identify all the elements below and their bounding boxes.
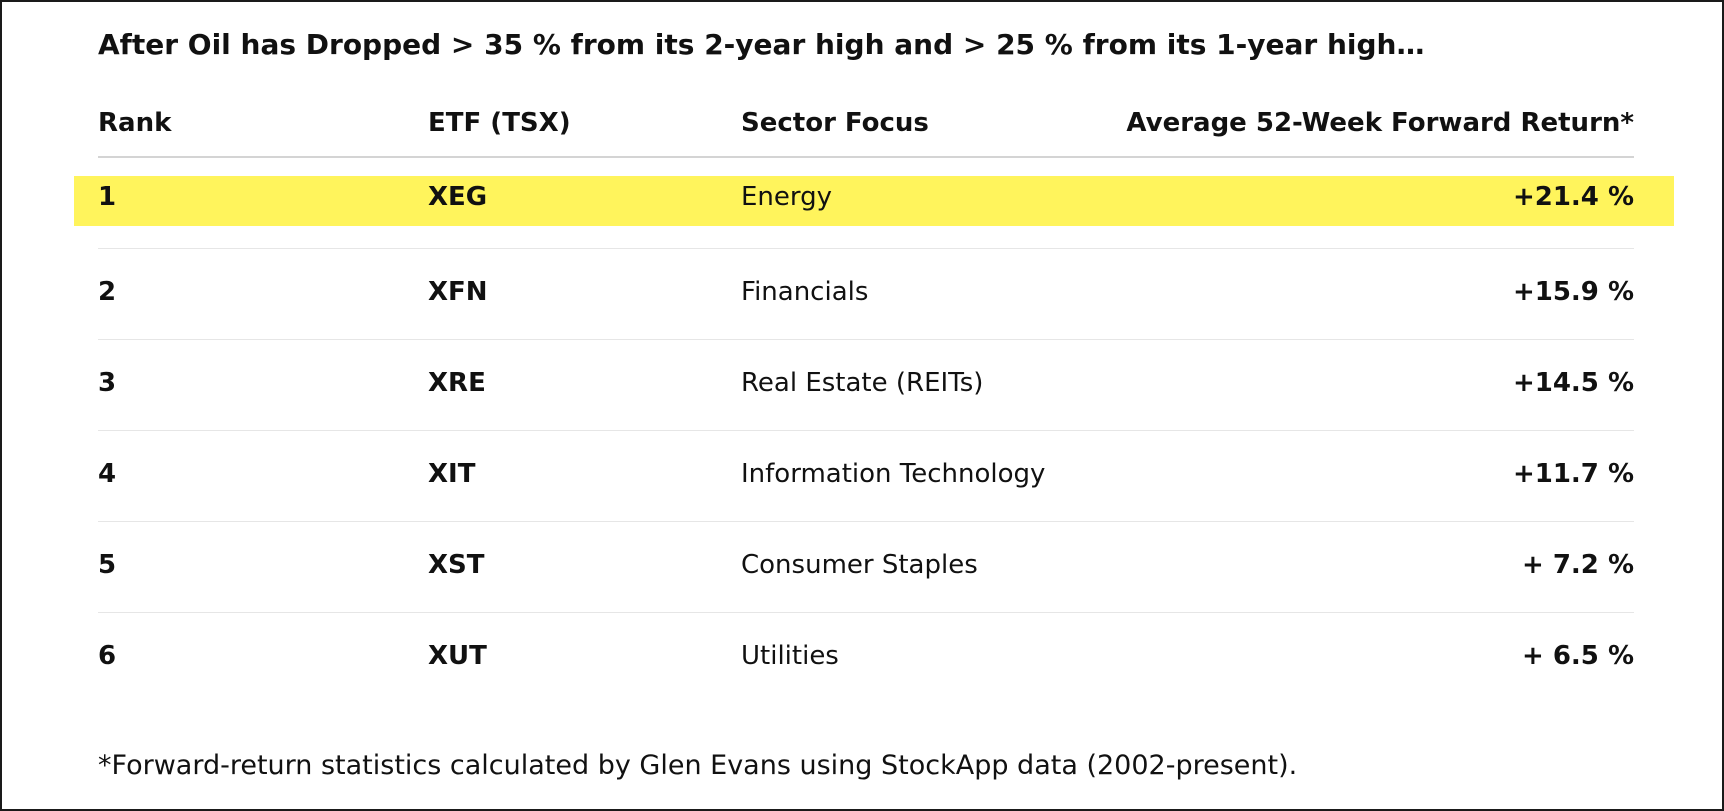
header-return: Average 52-Week Forward Return* bbox=[1126, 108, 1634, 138]
etf-cell: XFN bbox=[428, 277, 488, 307]
rank-cell: 2 bbox=[98, 277, 117, 307]
header-etf: ETF (TSX) bbox=[428, 108, 571, 138]
return-cell: + 6.5 % bbox=[1522, 641, 1634, 671]
table-row: 4 XIT Information Technology +11.7 % bbox=[98, 431, 1634, 522]
page-title: After Oil has Dropped > 35 % from its 2-… bbox=[98, 28, 1425, 61]
return-cell: +14.5 % bbox=[1512, 368, 1634, 398]
rank-cell: 4 bbox=[98, 459, 117, 489]
etf-cell: XUT bbox=[428, 641, 487, 671]
sector-cell: Real Estate (REITs) bbox=[741, 368, 984, 398]
highlight-bar bbox=[74, 176, 1674, 226]
rank-cell: 5 bbox=[98, 550, 117, 580]
table-row: 5 XST Consumer Staples + 7.2 % bbox=[98, 522, 1634, 613]
return-cell: +21.4 % bbox=[1512, 182, 1634, 212]
etf-cell: XEG bbox=[428, 182, 488, 212]
rank-cell: 6 bbox=[98, 641, 117, 671]
etf-cell: XRE bbox=[428, 368, 486, 398]
table-row: 2 XFN Financials +15.9 % bbox=[98, 249, 1634, 340]
returns-table: Rank ETF (TSX) Sector Focus Average 52-W… bbox=[74, 102, 1674, 703]
sector-cell: Information Technology bbox=[741, 459, 1046, 489]
sector-cell: Utilities bbox=[741, 641, 839, 671]
table-row: 6 XUT Utilities + 6.5 % bbox=[98, 613, 1634, 703]
table-row: 1 XEG Energy +21.4 % bbox=[74, 158, 1674, 249]
table-row: 3 XRE Real Estate (REITs) +14.5 % bbox=[98, 340, 1634, 431]
etf-cell: XST bbox=[428, 550, 485, 580]
table-header-row: Rank ETF (TSX) Sector Focus Average 52-W… bbox=[98, 102, 1634, 158]
sector-cell: Financials bbox=[741, 277, 869, 307]
return-cell: +15.9 % bbox=[1512, 277, 1634, 307]
header-sector: Sector Focus bbox=[741, 108, 929, 138]
sector-cell: Consumer Staples bbox=[741, 550, 978, 580]
rank-cell: 3 bbox=[98, 368, 117, 398]
sector-cell: Energy bbox=[741, 182, 833, 212]
rank-cell: 1 bbox=[98, 182, 117, 212]
header-rank: Rank bbox=[98, 108, 172, 138]
etf-cell: XIT bbox=[428, 459, 476, 489]
return-cell: + 7.2 % bbox=[1522, 550, 1634, 580]
return-cell: +11.7 % bbox=[1512, 459, 1634, 489]
footnote: *Forward-return statistics calculated by… bbox=[98, 750, 1298, 781]
